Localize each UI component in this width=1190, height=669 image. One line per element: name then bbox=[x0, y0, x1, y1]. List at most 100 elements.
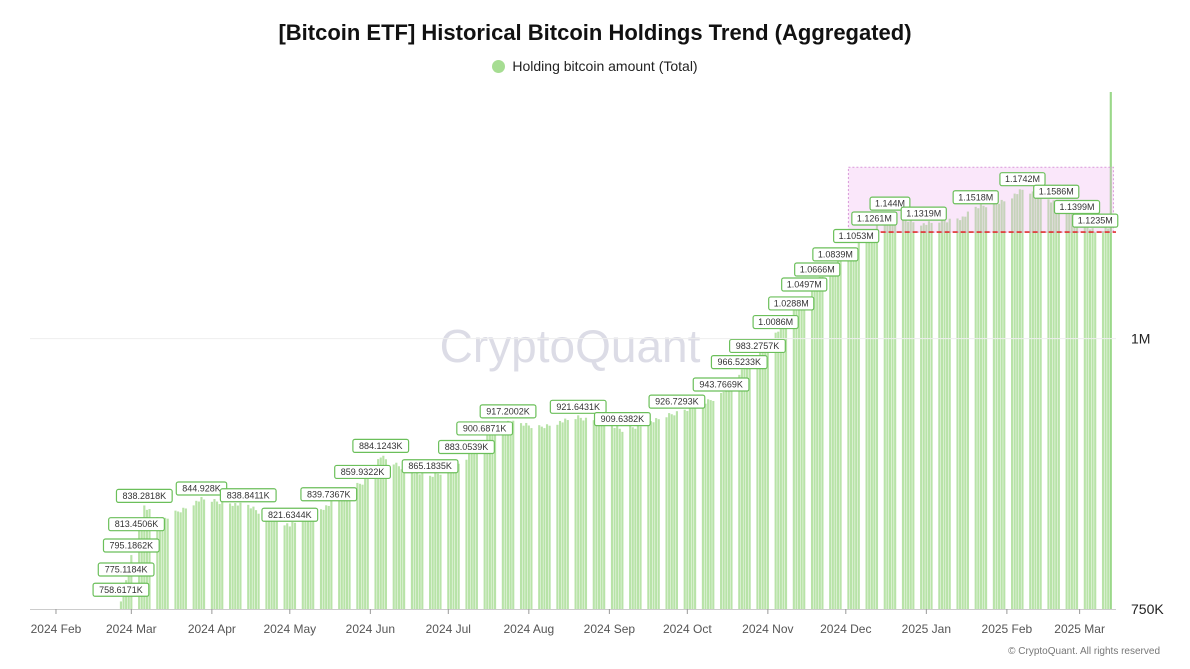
bar bbox=[1031, 191, 1034, 609]
data-label-text: 844.928K bbox=[182, 483, 221, 493]
bar bbox=[673, 415, 676, 609]
bar bbox=[221, 501, 224, 609]
bar bbox=[429, 475, 432, 609]
bar bbox=[959, 220, 962, 610]
bar bbox=[985, 207, 988, 609]
bar bbox=[792, 309, 795, 609]
bar bbox=[629, 425, 632, 609]
bar bbox=[852, 248, 855, 609]
bar bbox=[901, 215, 905, 609]
data-label-text: 909.6382K bbox=[601, 414, 645, 424]
bar bbox=[577, 415, 580, 609]
bar bbox=[436, 473, 439, 609]
x-tick-label: 2025 Jan bbox=[902, 622, 951, 636]
bar bbox=[543, 428, 546, 609]
data-label-text: 839.7367K bbox=[307, 489, 351, 499]
bar bbox=[740, 369, 743, 609]
data-label-box bbox=[352, 438, 410, 453]
data-label-text: 1.1742M bbox=[1005, 174, 1040, 184]
bar bbox=[506, 420, 510, 609]
bar bbox=[668, 413, 671, 609]
bar bbox=[722, 391, 725, 609]
bar bbox=[473, 447, 476, 609]
bar bbox=[920, 225, 923, 610]
bar bbox=[358, 483, 362, 609]
axes: 2024 Feb 2024 Mar 2024 Apr 2024 May 2024 Jun… bbox=[30, 331, 1164, 636]
data-label-box bbox=[92, 582, 150, 597]
data-label-box bbox=[900, 206, 947, 221]
data-label: 1.1586M bbox=[1033, 184, 1080, 199]
bar bbox=[839, 260, 842, 609]
bar bbox=[1036, 197, 1040, 610]
bar bbox=[782, 324, 785, 609]
data-label: 795.1862K bbox=[102, 538, 160, 553]
bar bbox=[748, 363, 751, 609]
bar bbox=[743, 369, 746, 609]
bar bbox=[1011, 198, 1014, 609]
bar bbox=[834, 266, 837, 609]
bar bbox=[421, 472, 424, 609]
bar bbox=[756, 357, 759, 609]
bar bbox=[431, 476, 434, 609]
data-label-text: 1.1518M bbox=[958, 192, 993, 202]
bar bbox=[766, 341, 769, 609]
bar bbox=[1070, 211, 1073, 609]
bar bbox=[886, 217, 889, 609]
data-label-text: 1.1399M bbox=[1060, 202, 1095, 212]
bar bbox=[486, 435, 489, 609]
bar bbox=[720, 393, 723, 609]
bar bbox=[712, 400, 715, 609]
data-label: 838.8411K bbox=[219, 488, 277, 503]
bar bbox=[618, 428, 621, 609]
bar bbox=[512, 420, 515, 609]
data-label: 1.1399M bbox=[1053, 199, 1101, 215]
bar bbox=[192, 505, 195, 609]
legend[interactable]: Holding bitcoin amount (Total) bbox=[0, 58, 1190, 74]
bar bbox=[938, 222, 941, 609]
x-tick-label: 2025 Feb bbox=[982, 622, 1033, 636]
bar bbox=[166, 518, 169, 609]
bar bbox=[813, 283, 816, 609]
bar bbox=[930, 222, 933, 609]
bar bbox=[215, 501, 219, 609]
bar bbox=[1018, 189, 1021, 609]
bar bbox=[774, 332, 777, 609]
data-label-box bbox=[869, 196, 911, 211]
bar bbox=[239, 502, 242, 609]
data-label: 1.0839M bbox=[812, 247, 859, 262]
bar bbox=[345, 490, 349, 609]
bar bbox=[213, 499, 216, 609]
data-label: 821.6344K bbox=[261, 507, 319, 522]
bar bbox=[395, 462, 398, 609]
data-label-box bbox=[812, 247, 859, 262]
bar bbox=[925, 224, 928, 609]
bar bbox=[228, 503, 232, 609]
bar bbox=[1073, 215, 1076, 609]
bar bbox=[1088, 229, 1092, 609]
data-label: 1.0497M bbox=[781, 277, 828, 292]
data-label: 917.2002K bbox=[479, 404, 537, 419]
bar bbox=[1049, 202, 1053, 609]
bar bbox=[379, 457, 382, 609]
bar bbox=[449, 467, 452, 609]
bar bbox=[1107, 228, 1110, 609]
bar bbox=[249, 508, 252, 609]
bar bbox=[730, 383, 733, 609]
bar bbox=[610, 424, 614, 609]
bar bbox=[384, 459, 388, 609]
bar bbox=[330, 500, 333, 609]
bar bbox=[948, 218, 951, 609]
bar bbox=[704, 403, 707, 609]
bar bbox=[1029, 193, 1032, 610]
data-label: 1.0288M bbox=[768, 296, 815, 311]
bar bbox=[218, 504, 221, 609]
bar bbox=[156, 517, 159, 609]
bar bbox=[670, 414, 673, 609]
bar bbox=[519, 423, 523, 609]
bar bbox=[270, 520, 273, 609]
y-tick-label: 1M bbox=[1131, 331, 1150, 347]
x-tick-label: 2025 Mar bbox=[1054, 622, 1105, 636]
data-label: 1.1742M bbox=[999, 172, 1046, 187]
bar bbox=[447, 467, 450, 609]
